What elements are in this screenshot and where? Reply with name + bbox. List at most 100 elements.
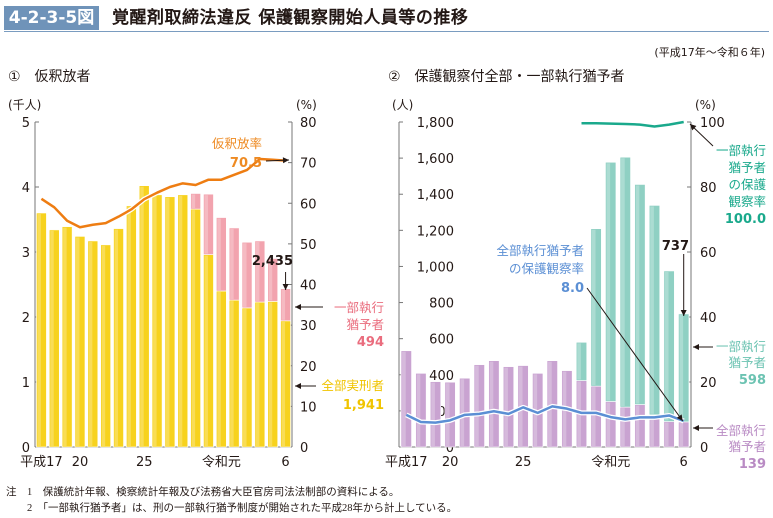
full-rate-label: の保護観察率 [509, 261, 584, 276]
bar-base [473, 364, 485, 448]
bar-stack [190, 193, 201, 210]
x-tick-label: 6 [281, 455, 289, 470]
bar-highlight [114, 229, 119, 446]
right-tick-label: 60 [700, 246, 717, 261]
bar-stack [648, 205, 661, 416]
right-tick-label: 60 [300, 197, 317, 212]
bar-base [138, 185, 150, 448]
right-tick-label: 30 [300, 319, 317, 334]
note-2: 2 「一部執行猶予者」は、刑の一部執行猶予制度が開始された平成28年から計上して… [6, 503, 458, 514]
bar-highlight [591, 387, 596, 446]
bar-highlight [268, 259, 273, 301]
bar-highlight [63, 227, 67, 446]
x-tick-label: 令和元 [202, 455, 241, 470]
bar-highlight [402, 351, 406, 446]
full-rate-label: 全部執行猶予者 [496, 243, 584, 258]
bar-stack [203, 193, 214, 255]
left-tick-label: 1,200 [417, 224, 454, 239]
bar-base [113, 228, 124, 448]
bar-stack [241, 241, 253, 309]
total-arrow-head [680, 310, 687, 316]
left-tick-label: 0 [22, 441, 30, 456]
bar-highlight [88, 241, 93, 446]
bar-stack [605, 161, 617, 402]
bar-stack [575, 341, 588, 381]
bar-highlight [650, 206, 654, 414]
left-tick-label: 5 [22, 116, 30, 131]
partial-value: 494 [357, 335, 384, 350]
bar-highlight [591, 229, 596, 386]
bar-highlight [445, 383, 450, 446]
bar-highlight [101, 245, 106, 446]
bar-base [429, 381, 442, 448]
bar-base [36, 212, 47, 448]
right-axis-unit: (%) [296, 98, 317, 112]
bar-base [87, 240, 99, 448]
partial-arrow-head [693, 344, 699, 350]
partial-value: 598 [739, 373, 766, 388]
bar-base [74, 236, 86, 448]
period-label: (平成17年～令和６年) [654, 46, 765, 59]
bar-stack [619, 156, 631, 408]
note-1: 注 1 保護統計年報、検察統計年報及び法務省大臣官房司法法制部の資料による。 [6, 487, 400, 498]
bar-highlight [577, 343, 581, 380]
bar-highlight [664, 422, 669, 446]
bar-highlight [635, 405, 640, 446]
bar-highlight [127, 206, 131, 446]
right-tick-label: 10 [300, 400, 317, 415]
bar-base [177, 194, 189, 448]
full-value: 1,941 [343, 398, 384, 413]
partial-label: 猶予者 [728, 355, 766, 370]
right-tick-label: 50 [300, 238, 317, 253]
bar-highlight [191, 210, 196, 446]
left-tick-label: 3 [22, 246, 30, 261]
bar-highlight [679, 422, 684, 446]
bar-base [488, 360, 500, 448]
x-tick-label: 20 [442, 455, 459, 470]
bar-base [100, 244, 111, 448]
bar-highlight [217, 218, 221, 290]
partial-rate-label: 観察率 [728, 194, 766, 209]
left-tick-label: 400 [429, 369, 454, 384]
bar-highlight [230, 301, 234, 446]
figure-header: 4-2-3-5図 覚醒剤取締法違反 保護観察開始人員等の推移 [4, 6, 769, 32]
bar-highlight [204, 195, 208, 254]
bar-highlight [243, 308, 247, 446]
right-tick-label: 40 [300, 279, 317, 294]
partial-rate-arrow-head [690, 124, 697, 131]
x-tick-label: 20 [72, 455, 89, 470]
left-tick-label: 0 [446, 441, 454, 456]
x-tick-label: 6 [680, 455, 688, 470]
partial-rate-label: の保護 [728, 177, 766, 192]
bar-highlight [606, 163, 611, 401]
bar-highlight [191, 194, 196, 209]
bar-base [48, 229, 60, 448]
bar-base [126, 205, 137, 448]
bar-highlight [548, 361, 552, 446]
bar-stack [663, 270, 675, 422]
bar-highlight [650, 415, 654, 446]
rate-label: 仮釈放率 [212, 136, 262, 151]
partial-label: 一部執行 [334, 300, 384, 315]
left-axis-unit: (人) [392, 98, 413, 112]
bar-base [546, 360, 558, 448]
partial-label: 一部執行 [716, 339, 766, 354]
left-tick-label: 800 [429, 297, 454, 312]
left-tick-label: 1,000 [417, 260, 454, 275]
right-tick-label: 20 [700, 376, 717, 391]
right-tick-label: 70 [300, 157, 317, 172]
bar-highlight [268, 302, 273, 446]
partial-arrow-head [295, 304, 301, 310]
bar-highlight [178, 195, 183, 446]
left-tick-label: 4 [22, 181, 30, 196]
bar-highlight [606, 402, 611, 446]
bar-highlight [460, 379, 465, 446]
x-tick-label: 令和元 [591, 455, 630, 470]
rate-arrow-head [282, 157, 289, 164]
full-rate-arrow-head [676, 414, 683, 421]
bar-highlight [243, 243, 247, 307]
right-tick-label: 40 [700, 311, 717, 326]
rate-line [40, 157, 286, 229]
bar-highlight [37, 214, 41, 446]
